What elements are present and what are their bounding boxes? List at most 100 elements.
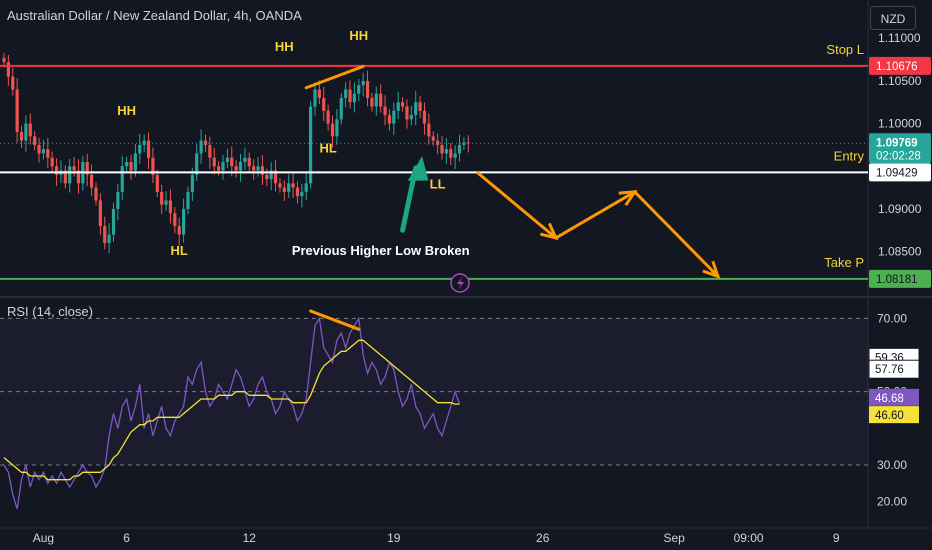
rsi-ma-value-text: 46.60 xyxy=(875,410,904,422)
candle-body xyxy=(217,166,221,171)
take-profit-label: Take P xyxy=(824,255,864,270)
candle-body xyxy=(295,187,300,197)
rsi-value-text: 46.68 xyxy=(875,393,904,405)
candle-body xyxy=(326,110,330,124)
candle-body xyxy=(98,200,102,227)
candle-body xyxy=(230,157,234,167)
candle-body xyxy=(90,174,94,188)
candle-body xyxy=(256,166,260,171)
candle-body xyxy=(309,106,313,184)
annotation-note: Previous Higher Low Broken xyxy=(292,243,470,258)
stop-price-tag xyxy=(869,56,931,75)
candle-body xyxy=(160,191,164,205)
price-tick-label: 1.08500 xyxy=(878,245,922,259)
candle-body xyxy=(260,166,265,175)
candle-body xyxy=(85,162,89,175)
candle-body xyxy=(103,226,107,244)
candle-body xyxy=(273,170,278,184)
candle-body xyxy=(449,149,453,158)
price-tick-label: 1.09000 xyxy=(878,202,922,216)
stop-price-text: 1.10676 xyxy=(876,61,918,73)
candle-body xyxy=(444,149,448,154)
candle-body xyxy=(300,191,304,197)
entry-label: Entry xyxy=(834,148,865,163)
candle-body xyxy=(243,157,247,162)
candle-body xyxy=(28,123,32,137)
candle-body xyxy=(142,140,146,145)
candle-body xyxy=(379,93,383,107)
candle-body xyxy=(383,106,387,116)
candle-body xyxy=(94,187,98,201)
time-tick-label: 9 xyxy=(833,531,840,545)
candle-body xyxy=(37,144,41,154)
last-price-text: 1.09769 xyxy=(876,137,918,149)
rsi-extra-tag xyxy=(868,359,920,379)
candle-body xyxy=(357,85,361,94)
candle-body xyxy=(348,89,352,103)
candle-body xyxy=(414,102,418,116)
green-arrow-head xyxy=(407,156,429,181)
candle-body xyxy=(335,119,339,137)
candle-body xyxy=(6,62,10,77)
annotation-swing-label: HH xyxy=(349,28,368,43)
candle-body xyxy=(330,123,335,137)
candle-body xyxy=(212,157,216,167)
time-tick-label: Sep xyxy=(663,531,685,545)
candle-body xyxy=(457,144,462,154)
candle-body xyxy=(155,174,159,192)
annotation-swing-label: HL xyxy=(171,243,188,258)
rsi-title: RSI (14, close) xyxy=(7,304,93,319)
annotation-swing-label: HH xyxy=(117,103,136,118)
candle-body xyxy=(418,102,422,111)
candle-body xyxy=(33,136,37,145)
take-profit-price-tag xyxy=(869,269,931,288)
candle-body xyxy=(392,110,396,124)
candle-body xyxy=(125,162,129,167)
candle-body xyxy=(24,123,28,141)
rsi-tick-label: 20.00 xyxy=(877,495,907,509)
entry-price-text: 1.09429 xyxy=(876,167,918,179)
candle-body xyxy=(436,140,440,145)
candle-body xyxy=(265,174,269,180)
candle-body xyxy=(146,140,151,158)
candle-body xyxy=(278,183,282,188)
candle-body xyxy=(195,153,199,175)
candle-body xyxy=(120,166,124,192)
time-tick-label: 19 xyxy=(387,531,401,545)
candle-body xyxy=(116,191,120,209)
annotation-swing-label: LL xyxy=(430,176,446,191)
candle-body xyxy=(234,166,238,171)
rsi-tick-label: 70.00 xyxy=(877,311,907,325)
candle-body xyxy=(269,170,273,180)
candle-body xyxy=(304,183,308,192)
candle-body xyxy=(72,166,76,171)
annotation-swing-label: HL xyxy=(319,141,336,156)
price-tick-label: 1.11000 xyxy=(878,31,921,45)
entry-price-tag xyxy=(869,163,931,182)
candle-body xyxy=(282,187,286,192)
candle-body xyxy=(199,140,203,154)
candle-body xyxy=(19,132,24,141)
candle-body xyxy=(68,166,72,184)
projection-arrowhead xyxy=(618,190,638,206)
time-tick-label: 6 xyxy=(123,531,130,545)
candle-body xyxy=(291,183,295,188)
candle-body xyxy=(181,208,186,235)
rsi-extra-tag-text: 57.76 xyxy=(875,364,904,376)
annotation-swing-label: HH xyxy=(275,39,294,54)
candle-body xyxy=(344,89,348,98)
candle-body xyxy=(208,144,212,158)
candle-body xyxy=(76,170,81,184)
candle-body xyxy=(427,123,431,137)
candle-body xyxy=(361,80,365,86)
candle-body xyxy=(50,157,54,167)
rsi-ma-line xyxy=(3,339,460,481)
price-tick-label: 1.10000 xyxy=(878,117,922,131)
candle-body xyxy=(365,80,370,98)
rsi-value-tag xyxy=(869,388,919,406)
currency-button[interactable]: NZD xyxy=(870,6,916,30)
candle-body xyxy=(221,162,225,171)
candle-body xyxy=(186,191,190,209)
